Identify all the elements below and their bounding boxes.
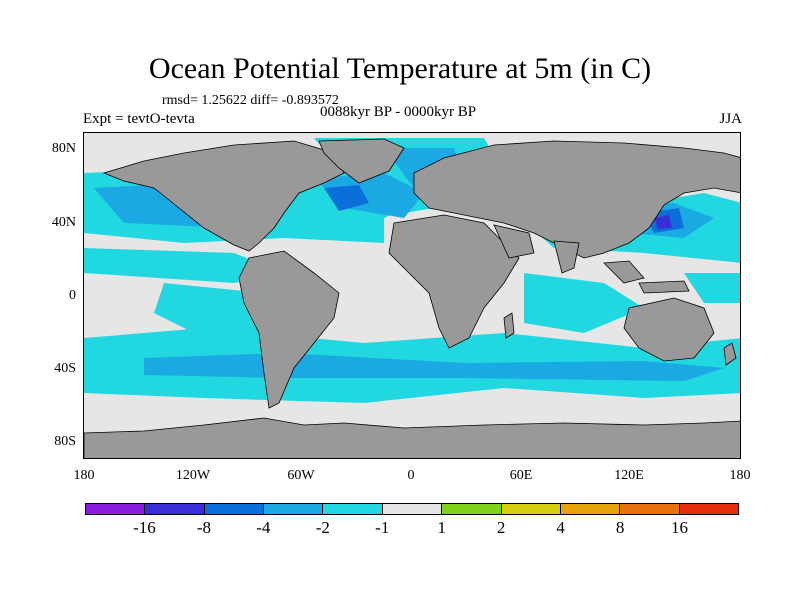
colorbar-segment [560, 504, 621, 514]
period-label: 0088kyr BP - 0000kyr BP [320, 104, 477, 120]
colorbar-segment [145, 504, 205, 514]
lon-label-60e: 60E [509, 468, 533, 483]
lon-label-60w: 60W [287, 468, 315, 483]
colorbar-label: -4 [256, 518, 271, 537]
stats-text: rmsd= 1.25622 diff= -0.893572 [162, 93, 339, 108]
colorbar-segment [382, 504, 443, 514]
lon-label-120e: 120E [614, 468, 644, 483]
experiment-label: Expt = tevtO-tevta [83, 111, 195, 127]
colorbar-segment [679, 504, 738, 514]
colorbar-label: 1 [437, 518, 446, 537]
colorbar-label: 2 [496, 518, 506, 537]
colorbar-label: -8 [196, 518, 211, 537]
colorbar-segment [264, 504, 324, 514]
lat-label-40s: 40S [54, 361, 76, 376]
colorbar-segment [86, 504, 146, 514]
colorbar-segment [442, 504, 502, 514]
colorbar-label: 16 [671, 518, 689, 537]
lat-label-80n: 80N [51, 141, 76, 156]
colorbar-segment [323, 504, 383, 514]
lon-label-0: 0 [407, 468, 415, 483]
colorbar-segment [501, 504, 561, 514]
colorbar-label: 8 [615, 518, 625, 537]
colorbar-segment [204, 504, 265, 514]
season-label: JJA [719, 111, 742, 127]
colorbar-label: -2 [315, 518, 330, 537]
plot-title: Ocean Potential Temperature at 5m (in C) [148, 52, 652, 85]
colorbar-label: -1 [375, 518, 390, 537]
map-svg [84, 133, 740, 458]
lon-label-120w: 120W [175, 468, 211, 483]
colorbar [85, 503, 739, 515]
anomaly-purple-areas [654, 215, 672, 229]
world-map [83, 132, 741, 459]
colorbar-segment [620, 504, 680, 514]
lat-label-0: 0 [69, 288, 76, 303]
land-areas [84, 138, 740, 458]
colorbar-label: -16 [133, 518, 156, 537]
lat-label-40n: 40N [51, 215, 76, 230]
colorbar-label: 4 [556, 518, 565, 537]
lon-label-180w: 180 [73, 468, 95, 483]
lat-label-80s: 80S [54, 434, 76, 449]
lon-label-180e: 180 [729, 468, 751, 483]
